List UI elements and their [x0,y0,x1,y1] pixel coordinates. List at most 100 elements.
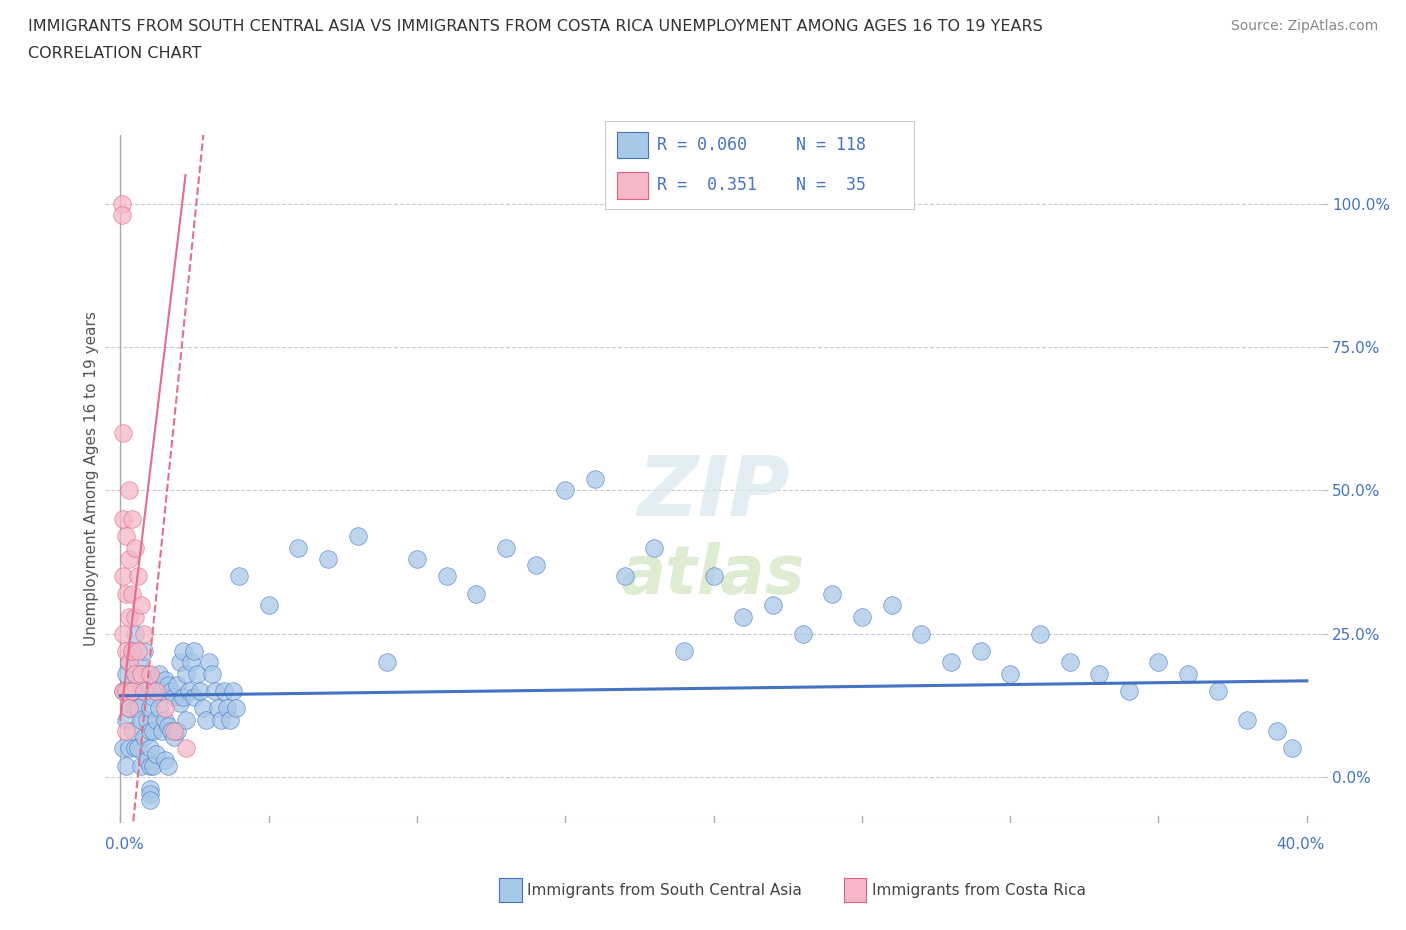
Point [169,696,191,711]
Point [198,655,221,670]
Point [969,644,991,658]
Point [174,741,197,756]
Point [129,712,152,727]
Point [172,644,194,658]
Point [1088,667,1111,682]
Point [217,701,239,716]
Point [118,701,141,716]
Bar [617,131,648,158]
Point [127,741,149,756]
Text: 0.0%: 0.0% [105,837,145,852]
Point [1281,741,1303,756]
Point [136,712,159,727]
Point [1059,655,1081,670]
Point [139,758,162,773]
Point [174,712,197,727]
Text: R =  0.351: R = 0.351 [657,177,758,194]
Point [115,684,138,698]
Point [880,598,903,613]
Point [111,207,134,222]
Point [1265,724,1288,738]
Point [115,586,138,601]
Point [118,655,141,670]
Point [554,483,576,498]
Point [145,747,167,762]
Point [142,724,165,738]
Point [762,598,785,613]
Point [495,540,517,555]
Point [142,758,165,773]
Point [195,712,218,727]
Point [124,627,146,642]
Point [145,712,167,727]
Point [183,689,205,704]
Point [112,684,135,698]
Point [150,684,173,698]
Point [139,787,162,802]
Text: IMMIGRANTS FROM SOUTH CENTRAL ASIA VS IMMIGRANTS FROM COSTA RICA UNEMPLOYMENT AM: IMMIGRANTS FROM SOUTH CENTRAL ASIA VS IM… [28,19,1043,33]
Point [124,667,146,682]
Point [156,678,179,693]
Point [613,569,636,584]
Text: Immigrants from Costa Rica: Immigrants from Costa Rica [872,883,1085,897]
Point [124,741,146,756]
Point [136,667,159,682]
Point [121,644,143,658]
Point [118,701,141,716]
Point [851,609,873,624]
Point [183,644,205,658]
Point [127,644,149,658]
Point [112,741,135,756]
Point [145,684,167,698]
Point [132,684,155,698]
Point [112,569,135,584]
Point [111,196,134,211]
Point [118,655,141,670]
Point [180,655,202,670]
Y-axis label: Unemployment Among Ages 16 to 19 years: Unemployment Among Ages 16 to 19 years [83,312,98,646]
Text: N = 118: N = 118 [796,136,866,153]
Point [124,609,146,624]
Point [643,540,665,555]
Point [142,689,165,704]
Point [150,724,173,738]
Point [163,724,186,738]
Point [112,627,135,642]
Point [129,667,152,682]
Point [156,758,179,773]
Point [129,758,152,773]
Point [121,644,143,658]
Point [127,569,149,584]
Bar [617,172,648,199]
Point [207,701,229,716]
Point [132,730,155,745]
Point [145,678,167,693]
Point [115,758,138,773]
Point [159,684,181,698]
Point [129,667,152,682]
Point [172,689,194,704]
Point [153,752,176,767]
Text: ZIP: ZIP [637,452,790,533]
Point [156,718,179,733]
Point [121,684,143,698]
Point [115,667,138,682]
Point [127,701,149,716]
Point [121,724,143,738]
Text: CORRELATION CHART: CORRELATION CHART [28,46,201,61]
Text: R = 0.060: R = 0.060 [657,136,747,153]
Point [118,609,141,624]
Point [121,586,143,601]
Point [193,701,215,716]
Point [792,627,814,642]
Point [219,712,242,727]
Point [115,724,138,738]
Point [148,701,170,716]
Point [583,472,606,486]
Text: 40.0%: 40.0% [1277,837,1324,852]
Point [124,667,146,682]
Point [139,792,162,807]
Point [121,684,143,698]
Point [139,741,162,756]
Point [169,655,191,670]
